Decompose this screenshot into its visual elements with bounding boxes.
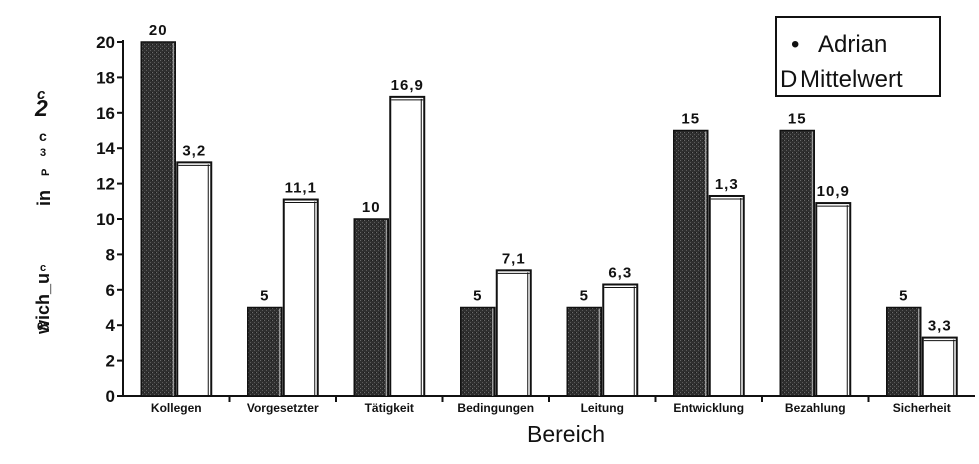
data-label-mittelwert: 7,1 — [502, 250, 526, 267]
data-label-adrian: 15 — [681, 111, 700, 128]
y-axis-title-fragment: in — [34, 190, 54, 206]
y-axis-title-fragment: c — [39, 128, 47, 144]
y-axis-title-fragment: P — [40, 169, 52, 176]
data-label-adrian: 5 — [580, 288, 589, 305]
bar-mittelwert — [176, 161, 213, 397]
y-axis-title-fragment: c — [40, 262, 46, 274]
data-label-mittelwert: 11,1 — [285, 180, 317, 197]
bar-mittelwert — [282, 198, 319, 397]
bar-adrian — [673, 129, 709, 397]
x-tick-label: Bedingungen — [457, 401, 534, 415]
data-label-mittelwert: 1,3 — [715, 176, 739, 193]
x-tick-label: Leitung — [581, 401, 624, 415]
y-tick-label: 18 — [96, 68, 115, 87]
data-label-adrian: 5 — [473, 288, 482, 305]
x-tick-label: Sicherheit — [893, 401, 951, 415]
x-tick-label: Kollegen — [151, 401, 202, 415]
y-axis-title-fragment: 3 — [40, 147, 46, 159]
y-tick-label: 4 — [106, 316, 116, 335]
bar-adrian — [140, 41, 176, 397]
legend-box — [775, 16, 941, 97]
y-tick-label: 10 — [96, 210, 115, 229]
legend-label-mittelwert: Mittelwert — [800, 66, 903, 93]
x-axis-title: Bereich — [527, 421, 605, 447]
data-label-adrian: 5 — [260, 288, 269, 305]
bar-adrian — [247, 306, 283, 397]
data-label-mittelwert: 10,9 — [817, 183, 850, 200]
bar-mittelwert — [389, 95, 426, 398]
data-label-mittelwert: 6,3 — [608, 264, 632, 281]
bar-adrian — [353, 218, 389, 397]
bar-adrian — [886, 306, 922, 397]
y-axis-title-fragment: wich_u — [33, 273, 53, 335]
y-tick-label: 6 — [106, 281, 115, 300]
y-tick-label: 8 — [106, 245, 115, 264]
bar-mittelwert — [602, 283, 639, 397]
x-tick-label: Vorgesetzter — [247, 401, 319, 415]
y-axis-title: c 2 c 3 P in wich_u c 03 — [33, 86, 54, 335]
bar-mittelwert — [495, 269, 532, 397]
y-tick-label: 12 — [96, 175, 115, 194]
data-label-adrian: 5 — [899, 288, 908, 305]
y-tick-label: 2 — [106, 352, 115, 371]
legend: • Adrian D Mittelwert — [775, 16, 941, 97]
y-tick-label: 0 — [106, 387, 115, 406]
bar-mittelwert — [921, 336, 958, 397]
x-tick-label: Entwicklung — [673, 401, 744, 415]
y-axis-title-fragment: 2 — [34, 95, 48, 121]
data-label-adrian: 15 — [788, 111, 807, 128]
legend-label-adrian: Adrian — [818, 31, 887, 58]
data-label-mittelwert: 3,2 — [182, 142, 206, 159]
y-tick-label: 16 — [96, 104, 115, 123]
bar-adrian — [460, 306, 496, 397]
bar-mittelwert — [815, 202, 852, 397]
legend-marker-mittelwert: D — [780, 66, 797, 93]
x-tick-label: Tätigkeit — [365, 401, 414, 415]
data-label-mittelwert: 3,3 — [928, 318, 952, 335]
data-label-adrian: 20 — [149, 22, 168, 39]
y-axis-title-fragment: 03 — [37, 321, 49, 333]
data-label-mittelwert: 16,9 — [391, 77, 424, 94]
bar-mittelwert — [708, 194, 745, 397]
y-axis-title-fragment: c — [37, 86, 46, 103]
y-tick-label: 14 — [96, 139, 115, 158]
bar-adrian — [566, 306, 602, 397]
legend-marker-adrian: • — [791, 31, 799, 58]
x-tick-label: Bezahlung — [785, 401, 846, 415]
bar-adrian — [779, 129, 815, 397]
data-label-adrian: 10 — [362, 199, 381, 216]
y-tick-label: 20 — [96, 33, 115, 52]
